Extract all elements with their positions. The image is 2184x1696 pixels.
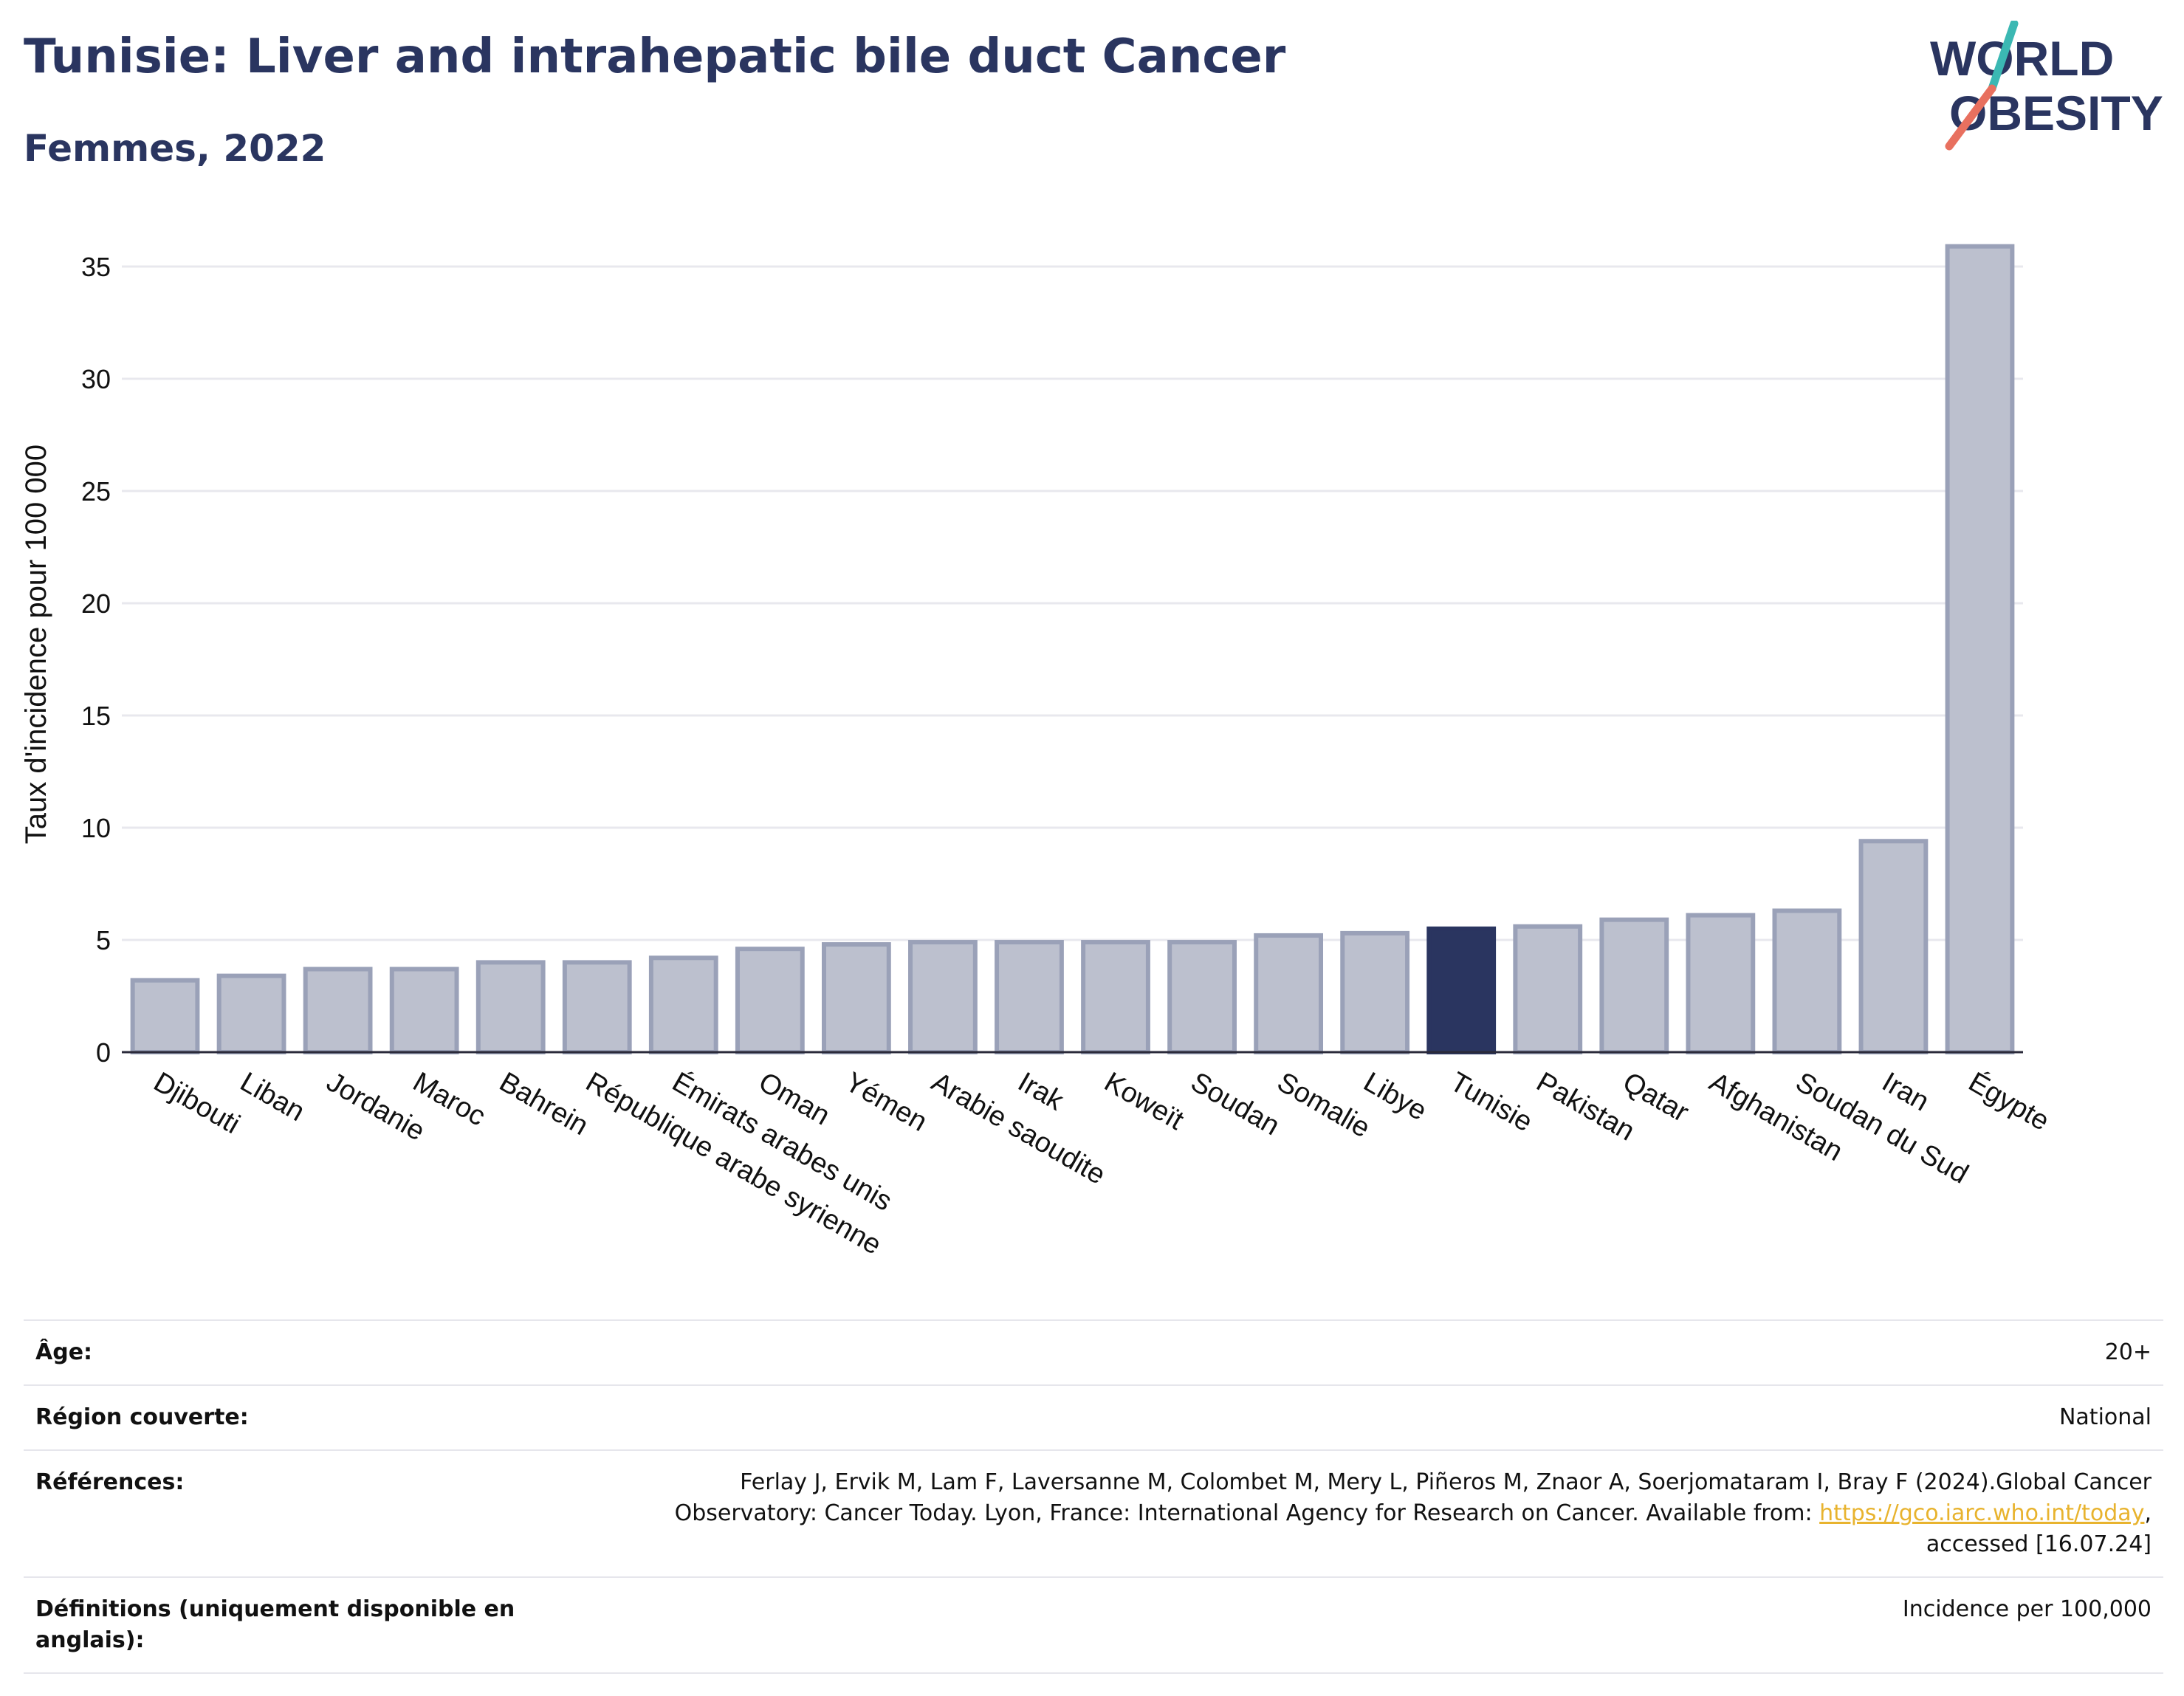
- y-tick-label: 10: [81, 813, 111, 843]
- references-text: Ferlay J, Ervik M, Lam F, Laversanne M, …: [674, 1469, 2152, 1526]
- bar: [735, 947, 805, 1055]
- references-accessed: , accessed [16.07.24]: [1926, 1500, 2152, 1557]
- bars: [130, 244, 2015, 1055]
- y-tick-label: 15: [81, 701, 111, 731]
- bar: [1599, 917, 1669, 1055]
- y-tick-label: 25: [81, 476, 111, 507]
- bar: [1513, 924, 1583, 1055]
- bar: [389, 967, 459, 1055]
- region-value: National: [2058, 1404, 2152, 1430]
- y-tick-label: 20: [81, 588, 111, 619]
- bar: [216, 973, 286, 1055]
- y-tick-label: 5: [96, 925, 111, 955]
- world-obesity-logo: WORLD OBESITY: [1930, 21, 2163, 151]
- references-label: Références:: [35, 1469, 185, 1495]
- bar: [303, 967, 373, 1055]
- bar: [1340, 930, 1410, 1054]
- x-tick-label: Pakistan: [1531, 1066, 1640, 1147]
- chart-subtitle: Femmes, 2022: [24, 127, 326, 170]
- info-row-definitions: Définitions (uniquement disponible en an…: [24, 1576, 2163, 1674]
- y-tick-label: 35: [81, 252, 111, 282]
- x-tick-label: Liban: [235, 1066, 310, 1127]
- grid-lines: [122, 265, 2023, 941]
- info-row-region: Région couverte: National: [24, 1384, 2163, 1449]
- age-label: Âge:: [35, 1339, 93, 1365]
- bar: [130, 978, 200, 1054]
- bar: [1858, 839, 1929, 1054]
- age-value: 20+: [2104, 1339, 2152, 1365]
- logo-word-world: WORLD: [1930, 31, 2114, 86]
- x-tick-label: Tunisie: [1445, 1066, 1538, 1138]
- logo-slash-teal: [1988, 21, 2019, 93]
- bar: [821, 942, 891, 1054]
- x-tick-label: Jordanie: [321, 1066, 430, 1147]
- bar: [1686, 913, 1756, 1055]
- definitions-value: Incidence per 100,000: [1902, 1596, 2152, 1622]
- bar: [1167, 940, 1237, 1055]
- references-value: Ferlay J, Ervik M, Lam F, Laversanne M, …: [601, 1467, 2152, 1560]
- info-table: Âge: 20+ Région couverte: National Référ…: [24, 1319, 2163, 1674]
- info-row-age: Âge: 20+: [24, 1319, 2163, 1384]
- bar: [908, 940, 978, 1055]
- x-tick-label: Somalie: [1272, 1066, 1376, 1144]
- region-label: Région couverte:: [35, 1404, 249, 1430]
- bar-highlighted: [1426, 926, 1497, 1055]
- x-tick-label: Bahrein: [494, 1066, 593, 1141]
- chart-title: Tunisie: Liver and intrahepatic bile duc…: [24, 30, 1286, 84]
- x-tick-label: Koweït: [1099, 1066, 1189, 1136]
- bar: [1081, 940, 1150, 1055]
- references-link[interactable]: https://gco.iarc.who.int/today: [1819, 1500, 2145, 1526]
- x-tick-label: Égypte: [1963, 1066, 2055, 1137]
- bar: [995, 940, 1064, 1055]
- x-tick-label: Djibouti: [148, 1066, 245, 1140]
- info-row-references: Références: Ferlay J, Ervik M, Lam F, La…: [24, 1449, 2163, 1576]
- y-axis-ticks: 0 5 10 15 20 25 30 35: [81, 252, 111, 1068]
- bar: [1945, 244, 2015, 1054]
- y-tick-label: 0: [96, 1037, 111, 1068]
- y-axis-label: Taux d'incidence pour 100 000: [20, 444, 52, 844]
- y-tick-label: 30: [81, 364, 111, 394]
- bar: [1772, 908, 1842, 1054]
- bar: [562, 960, 632, 1055]
- bar: [475, 960, 546, 1055]
- logo-slash-coral: [1945, 84, 1996, 151]
- definitions-label: Définitions (uniquement disponible en an…: [35, 1596, 515, 1653]
- x-tick-label: Yémen: [839, 1066, 932, 1138]
- x-tick-label: Soudan: [1186, 1066, 1285, 1141]
- x-tick-label: Iran: [1877, 1066, 1934, 1117]
- bar: [1254, 933, 1324, 1055]
- bar: [648, 955, 718, 1054]
- x-tick-label: Irak: [1012, 1066, 1069, 1117]
